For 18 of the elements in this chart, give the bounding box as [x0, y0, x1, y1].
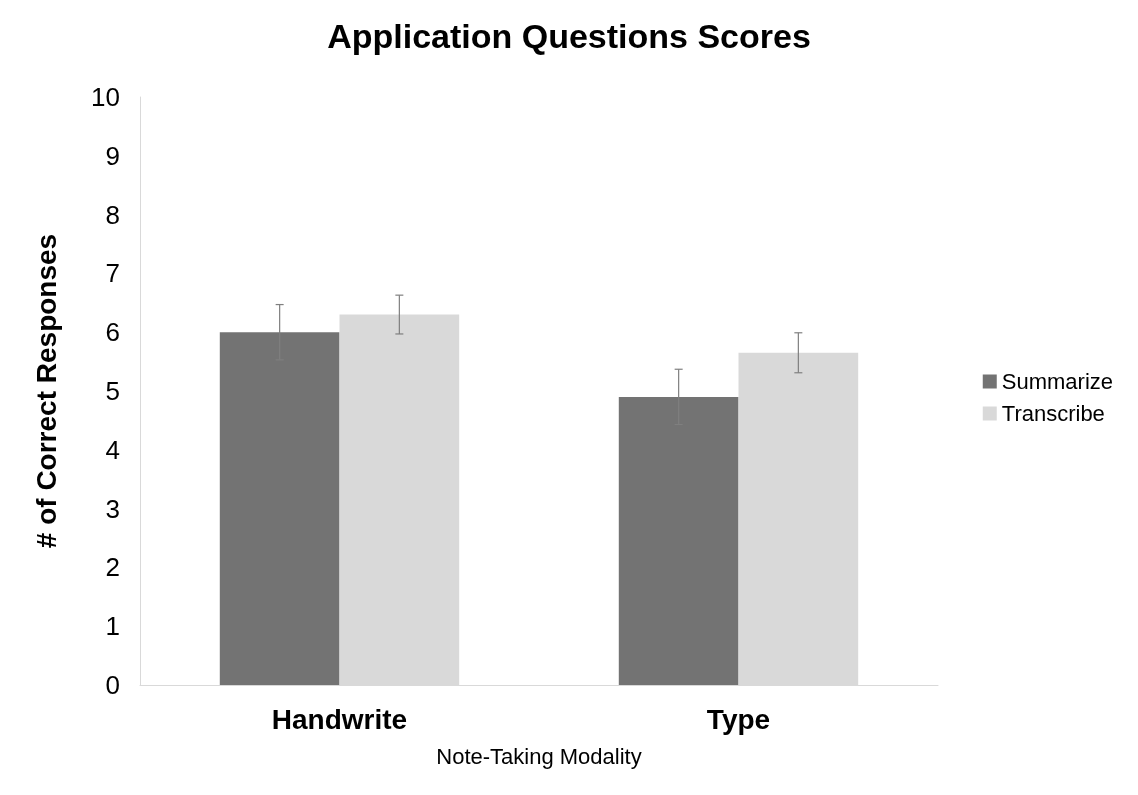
x-axis-title: Note-Taking Modality — [436, 743, 642, 769]
legend-label: Summarize — [1001, 369, 1113, 394]
y-tick-label: 3 — [105, 493, 120, 524]
x-tick-label: Type — [706, 703, 771, 735]
y-tick-label: 10 — [91, 82, 120, 112]
y-axis-title: # of Correct Responses — [30, 233, 62, 549]
y-tick-label: 9 — [105, 140, 120, 171]
chart-title: Application Questions Scores — [327, 17, 811, 55]
y-tick-label: 2 — [105, 552, 120, 583]
y-tick-label: 1 — [105, 611, 120, 642]
x-tick-label: Handwrite — [271, 703, 408, 735]
y-tick-label: 7 — [105, 258, 120, 289]
y-tick-label: 5 — [105, 376, 120, 406]
y-tick-label: 0 — [105, 670, 120, 700]
y-tick-label: 8 — [105, 199, 120, 230]
legend-label: Transcribe — [1001, 401, 1105, 426]
y-tick-label: 6 — [105, 317, 120, 348]
y-tick-label: 4 — [105, 434, 120, 465]
